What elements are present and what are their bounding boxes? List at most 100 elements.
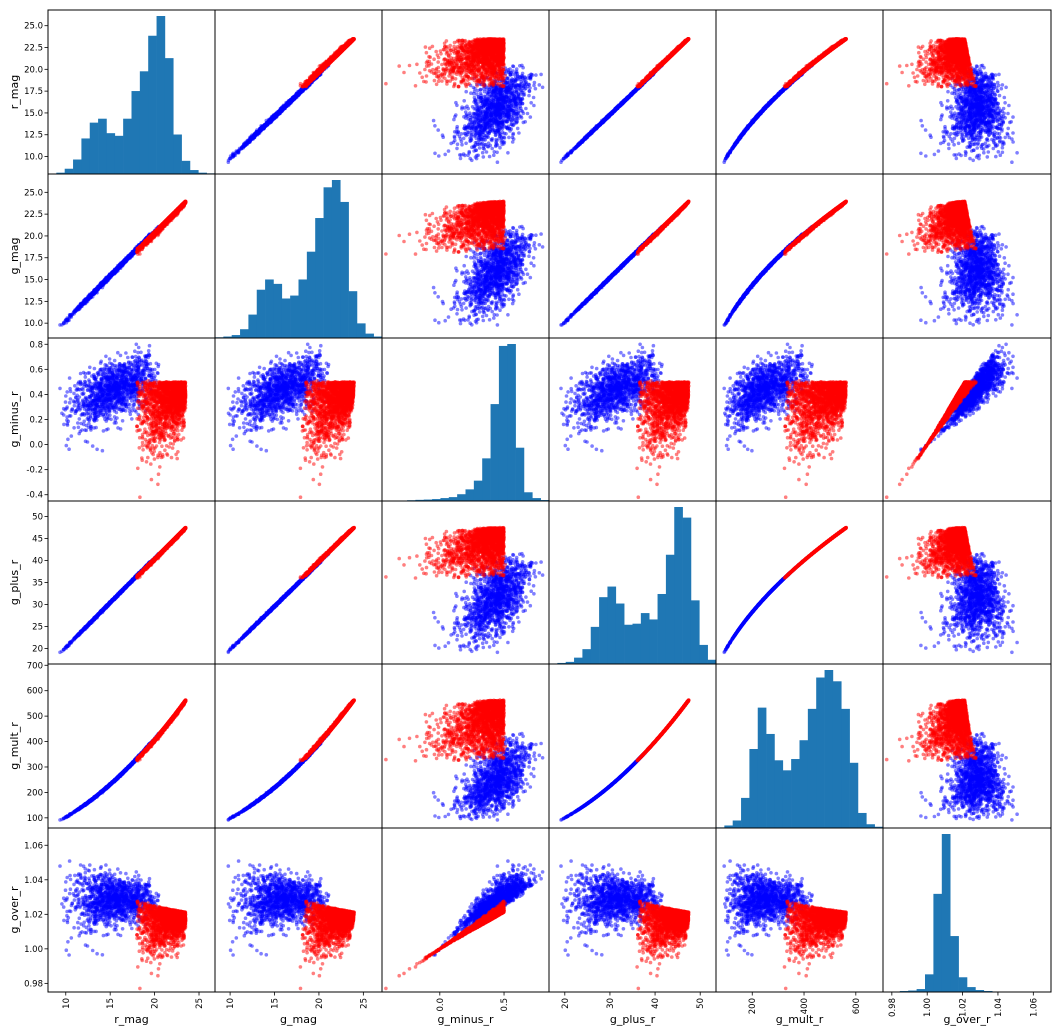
point-bright — [538, 83, 542, 87]
point-bright — [492, 96, 496, 100]
point-bright — [496, 100, 500, 104]
point-bright — [524, 107, 528, 111]
point-bright — [447, 149, 451, 153]
point-bright — [495, 151, 499, 155]
point-bright — [521, 72, 525, 76]
point-bright — [491, 116, 495, 120]
point-bright — [475, 157, 479, 161]
point-faint — [313, 75, 317, 79]
point-faint — [343, 45, 347, 49]
point-bright — [512, 132, 516, 136]
point-bright — [523, 93, 527, 97]
point-bright — [485, 88, 489, 92]
hist-bar-r_mag-3 — [73, 160, 82, 174]
point-faint — [440, 79, 444, 83]
point-bright — [476, 154, 480, 158]
point-bright — [487, 110, 491, 114]
point-bright — [516, 127, 520, 131]
point-bright — [512, 65, 516, 69]
point-bright — [433, 124, 437, 128]
panel-r_mag-vs-r_mag — [48, 10, 215, 174]
point-bright — [463, 124, 467, 128]
point-bright — [485, 99, 489, 103]
hist-bar-r_mag-6 — [98, 119, 107, 174]
point-bright — [503, 132, 507, 136]
point-bright — [498, 105, 502, 109]
point-bright — [497, 97, 501, 101]
point-bright — [292, 96, 296, 100]
point-bright — [527, 74, 531, 78]
point-faint — [336, 52, 340, 56]
hist-bar-r_mag-8 — [115, 136, 124, 174]
point-bright — [517, 131, 521, 135]
point-bright — [452, 141, 456, 145]
point-bright — [521, 110, 525, 114]
point-bright — [515, 67, 519, 71]
point-faint — [434, 50, 438, 54]
point-bright — [458, 153, 462, 157]
hist-bar-r_mag-15 — [173, 135, 182, 175]
point-bright — [492, 153, 496, 157]
point-faint — [424, 80, 428, 84]
point-bright — [509, 123, 513, 127]
hist-bar-r_mag-13 — [157, 16, 166, 174]
point-faint — [320, 67, 324, 71]
point-bright — [498, 113, 502, 117]
point-bright — [471, 105, 475, 109]
point-bright — [433, 152, 437, 156]
point-bright — [470, 159, 474, 163]
point-bright — [529, 101, 533, 105]
point-bright — [241, 144, 245, 148]
point-bright — [456, 142, 460, 146]
point-bright — [273, 113, 277, 117]
point-bright — [452, 118, 456, 122]
point-bright — [510, 103, 514, 107]
point-faint — [420, 76, 424, 80]
point-bright — [260, 126, 264, 130]
point-bright — [441, 133, 445, 137]
point-bright — [459, 157, 463, 161]
point-bright — [503, 119, 507, 123]
hist-bar-r_mag-11 — [140, 71, 149, 174]
point-faint — [303, 84, 307, 88]
point-bright — [460, 107, 464, 111]
point-bright — [484, 112, 488, 116]
point-bright — [509, 73, 513, 77]
point-bright — [479, 88, 483, 92]
point-faint — [339, 49, 343, 53]
point-bright — [252, 134, 256, 138]
point-bright — [488, 123, 492, 127]
point-faint — [453, 83, 457, 87]
point-bright — [470, 134, 474, 138]
point-bright — [478, 132, 482, 136]
point-bright — [529, 115, 533, 119]
point-bright — [520, 64, 524, 68]
point-bright — [483, 147, 487, 151]
point-bright — [479, 111, 483, 115]
point-bright — [482, 104, 486, 108]
point-bright — [443, 153, 447, 157]
point-bright — [502, 98, 506, 102]
panel-r_mag-vs-g_minus_r — [382, 10, 549, 174]
point-bright — [232, 154, 236, 158]
point-bright — [473, 134, 477, 138]
point-bright — [453, 136, 457, 140]
point-bright — [489, 118, 493, 122]
point-bright — [483, 126, 487, 130]
point-bright — [249, 138, 253, 142]
point-bright — [453, 130, 457, 134]
point-bright — [500, 119, 504, 123]
point-bright — [500, 143, 504, 147]
point-bright — [522, 121, 526, 125]
point-faint — [323, 63, 327, 67]
point-bright — [467, 117, 471, 121]
panel-r_mag-vs-g_mag — [215, 10, 382, 174]
point-bright — [526, 112, 530, 116]
point-bright — [507, 117, 511, 121]
point-bright — [282, 106, 286, 110]
point-bright — [227, 159, 231, 163]
point-bright — [258, 131, 262, 135]
point-bright — [470, 138, 474, 142]
point-bright — [466, 107, 470, 111]
point-bright — [494, 130, 498, 134]
